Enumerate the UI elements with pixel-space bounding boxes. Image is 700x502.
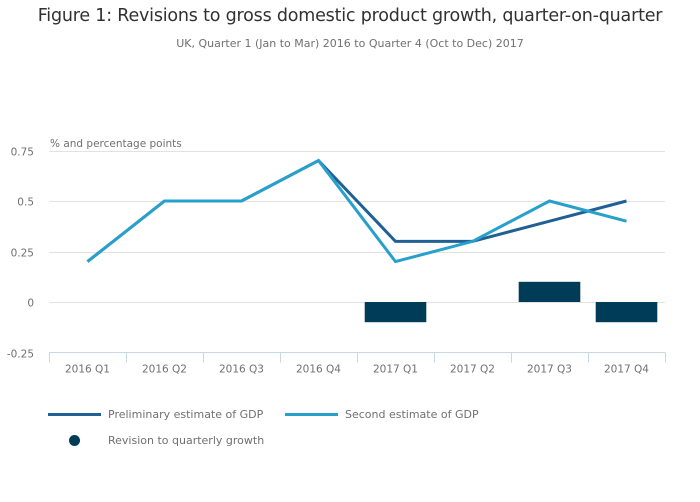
legend-label: Preliminary estimate of GDP <box>108 408 264 421</box>
series-lines <box>86 158 627 264</box>
y-tick-label: 0 <box>27 298 34 310</box>
x-tick-label: 2017 Q3 <box>527 364 572 376</box>
chart-title: Figure 1: Revisions to gross domestic pr… <box>37 6 663 26</box>
y-axis-unit-label: % and percentage points <box>50 138 182 150</box>
y-tick-label: 0.75 <box>11 147 34 159</box>
legend-item-revision[interactable]: Revision to quarterly growth <box>48 434 264 447</box>
x-tick-label: 2016 Q3 <box>219 364 264 376</box>
legend-label: Revision to quarterly growth <box>108 434 265 447</box>
legend-item-second[interactable]: Second estimate of GDP <box>285 408 479 421</box>
legend-line-swatch <box>48 413 101 416</box>
x-tick-label: 2016 Q1 <box>65 364 110 376</box>
revision-bars <box>364 281 658 323</box>
series-line <box>86 158 627 264</box>
x-tick-label: 2017 Q2 <box>450 364 495 376</box>
x-tick-label: 2017 Q4 <box>604 364 649 376</box>
legend-dot-swatch <box>69 435 80 446</box>
y-axis: 0.75 0.5 0.25 0 -0.25 <box>7 147 34 361</box>
chart-area: 2016 Q1 2016 Q2 2016 Q3 2016 Q4 2017 Q1 2017 … <box>7 138 666 376</box>
revision-bar <box>595 302 658 323</box>
revision-bar <box>364 302 427 323</box>
gridlines <box>49 151 665 303</box>
legend-item-preliminary[interactable]: Preliminary estimate of GDP <box>48 408 263 421</box>
y-tick-label: 0.5 <box>17 197 34 209</box>
revision-bar <box>518 281 581 302</box>
x-tick-label: 2016 Q4 <box>296 364 341 376</box>
x-tick-label: 2016 Q2 <box>142 364 187 376</box>
legend-line-swatch <box>285 413 338 416</box>
legend-label: Second estimate of GDP <box>345 408 479 421</box>
x-tick-label: 2017 Q1 <box>373 364 418 376</box>
y-tick-label: 0.25 <box>11 248 34 260</box>
chart-subtitle: UK, Quarter 1 (Jan to Mar) 2016 to Quart… <box>176 37 524 50</box>
x-axis: 2016 Q1 2016 Q2 2016 Q3 2016 Q4 2017 Q1 2017 … <box>49 352 666 376</box>
y-tick-label: -0.25 <box>7 349 34 361</box>
